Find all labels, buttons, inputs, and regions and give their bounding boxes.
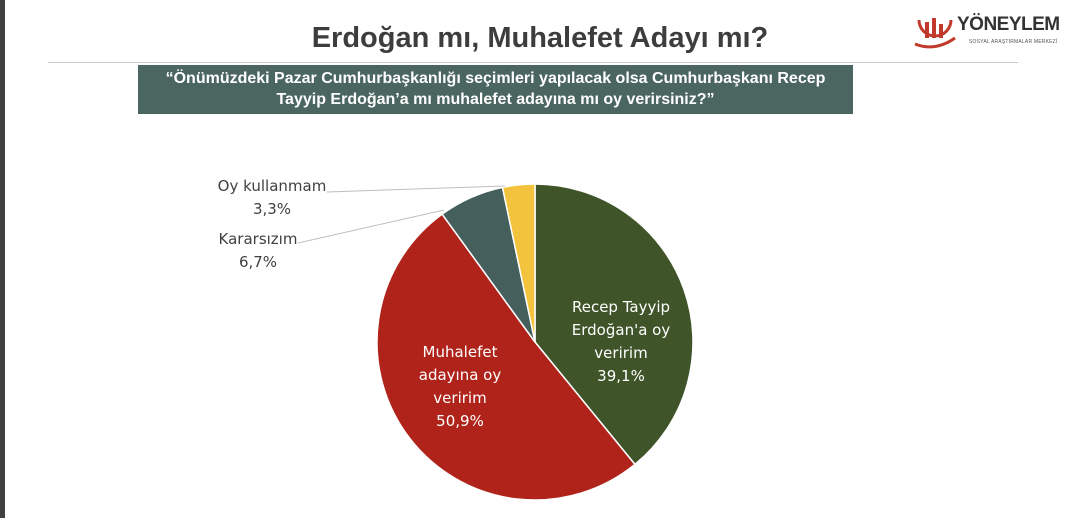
- question-line-1: “Önümüzdeki Pazar Cumhurbaşkanlığı seçim…: [165, 70, 826, 87]
- logo-mark-icon: [914, 18, 956, 49]
- brand-logo: YÖNEYLEM SOSYAL ARAŞTIRMALAR MERKEZİ: [905, 8, 1065, 52]
- slice-value-3: 3,3%: [253, 200, 291, 218]
- leader-line-2: [297, 209, 445, 244]
- slice-value-1: 50,9%: [436, 412, 484, 430]
- slice-value-2: 6,7%: [239, 253, 277, 271]
- slice-label-line-3-0: Oy kullanmam: [218, 177, 327, 195]
- slice-label-line-1-1: adayına oy: [419, 366, 502, 384]
- slice-label-line-0-0: Recep Tayyip: [572, 298, 670, 316]
- logo-subtitle: SOSYAL ARAŞTIRMALAR MERKEZİ: [969, 39, 1058, 45]
- slice-label-line-1-2: veririm: [433, 389, 486, 407]
- slice-label-line-1-0: Muhalefet: [423, 343, 498, 361]
- slice-label-2: Kararsızım 6,7%: [219, 230, 298, 271]
- pie-slice-1: [376, 213, 637, 501]
- pie-slice-0: [534, 183, 694, 466]
- header-divider: [48, 62, 1018, 63]
- question-line-2: Tayyip Erdoğan’a mı muhalefet adayına mı…: [276, 91, 715, 108]
- pie-slice-3: [501, 183, 536, 343]
- slice-label-line-0-1: Erdoğan'a oy: [572, 321, 671, 339]
- slice-value-0: 39,1%: [597, 367, 645, 385]
- page-title: Erdoğan mı, Muhalefet Adayı mı?: [311, 22, 769, 54]
- slice-label-3: Oy kullanmam 3,3%: [218, 177, 327, 218]
- slice-label-0: Recep Tayyip Erdoğan'a oy veririm 39,1%: [572, 298, 671, 385]
- leader-line-3: [326, 185, 506, 193]
- logo-name: YÖNEYLEM: [957, 14, 1060, 35]
- slice-label-1: Muhalefet adayına oy veririm 50,9%: [419, 343, 502, 430]
- survey-question-banner: “Önümüzdeki Pazar Cumhurbaşkanlığı seçim…: [138, 65, 853, 114]
- left-edge-bar: [0, 0, 5, 518]
- slice-label-line-2-0: Kararsızım: [219, 230, 298, 248]
- slice-label-line-0-2: veririm: [594, 344, 647, 362]
